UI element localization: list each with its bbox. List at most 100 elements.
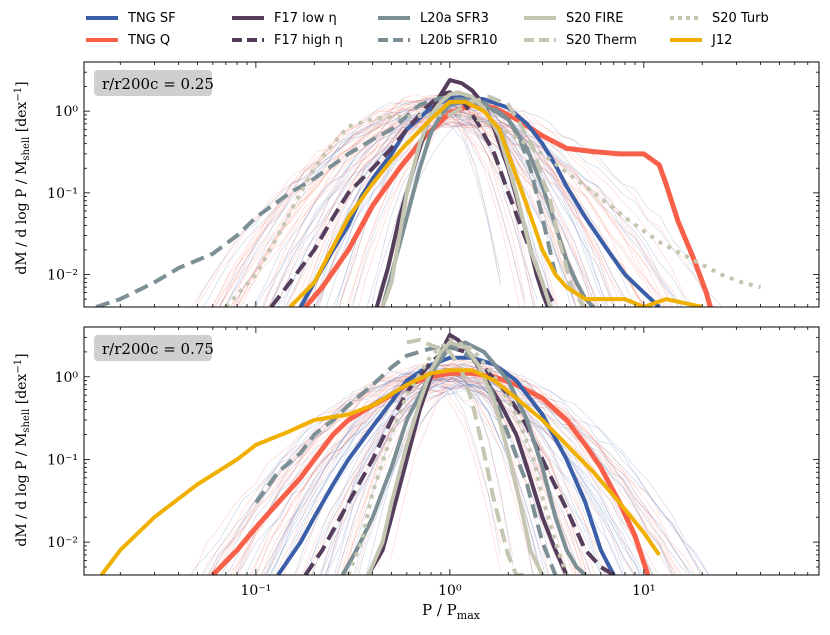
legend-label: L20b SFR10 [420, 32, 498, 48]
legend-item-f17-low: F17 low η [230, 8, 337, 28]
x-tick-label: 10⁻¹ [240, 583, 271, 599]
halo-profile-line [225, 101, 521, 307]
halo-profile-line [320, 384, 543, 575]
halo-profile-line [235, 92, 593, 307]
x-tick-label: 10¹ [632, 583, 655, 599]
legend-swatch [378, 38, 410, 42]
panel-bottom: 10⁻² 10⁻¹ 10⁰ 10⁻¹ 10⁰ 10¹ r/r200c = 0.75 [47, 326, 820, 599]
legend-item-tng-sf: TNG SF [84, 8, 176, 28]
legend-label: S20 Therm [566, 32, 637, 48]
legend-label: S20 Turb [712, 10, 769, 26]
halo-profile-line [210, 362, 573, 575]
halo-profile-line [233, 122, 575, 307]
halo-profile-line [304, 115, 534, 307]
series-s20-fire [380, 90, 553, 307]
panel-label-box [94, 70, 212, 96]
panel-label-text: r/r200c = 0.25 [102, 75, 214, 93]
halo-profile-line [276, 113, 577, 307]
series-l20b-sfr10 [254, 343, 558, 575]
plot-lines [99, 333, 710, 575]
legend-swatch [86, 38, 118, 42]
legend-swatch [232, 16, 264, 20]
legend-label: L20a SFR3 [420, 10, 489, 26]
halo-profile-line [345, 383, 564, 575]
y-tick-label: 10⁻² [47, 535, 78, 551]
halo-profile-line [307, 112, 632, 307]
halo-profile-line [245, 385, 644, 575]
plot-frame [83, 326, 820, 576]
y-tick-label: 10⁻¹ [47, 186, 78, 202]
panel-top: 10⁻² 10⁻¹ 10⁰ r/r200c = 0.25 [47, 61, 820, 308]
legend-item-l20b-sfr10: L20b SFR10 [376, 30, 497, 50]
halo-profile-line [266, 383, 660, 575]
series-l20a-sfr3 [340, 340, 587, 575]
halo-profile-line [358, 121, 547, 307]
halo-profile-line [269, 377, 581, 575]
halo-profile-line [341, 368, 675, 575]
legend-item-f17-high: F17 high η [230, 30, 343, 50]
halo-profile-line [211, 367, 607, 575]
y-tick-label: 10⁻² [47, 268, 78, 284]
halo-profile-line [316, 107, 723, 307]
halo-profile-line [256, 380, 586, 575]
plot-frame [83, 61, 820, 308]
legend-label: F17 high η [274, 32, 343, 48]
halo-profile-line [261, 104, 658, 307]
legend-swatch [86, 16, 118, 20]
halo-profile-line [371, 106, 572, 307]
halo-profile-line [224, 99, 538, 307]
halo-profile-line [303, 383, 641, 575]
panel-label-box [94, 335, 212, 361]
series-s20-therm [406, 337, 527, 575]
panel-label: r/r200c = 0.75 [94, 335, 214, 361]
series-s20-fire [366, 340, 545, 575]
legend-item-s20-turb: S20 Turb [668, 8, 769, 28]
series-f17-low [366, 333, 569, 575]
legend-label: TNG Q [128, 32, 171, 48]
series-l20b-sfr10 [95, 96, 558, 307]
legend-label: TNG SF [128, 10, 176, 26]
x-ticks [119, 327, 820, 575]
legend-label: S20 FIRE [566, 10, 624, 26]
series-s20-turb [224, 112, 762, 307]
x-ticks [119, 62, 820, 307]
y-ticks [84, 326, 819, 576]
halo-profile-line [263, 105, 556, 307]
series-s20-therm [448, 94, 587, 307]
legend-item-tng-q: TNG Q [84, 30, 170, 50]
halo-profile-line [269, 100, 636, 307]
legend-item-s20-fire: S20 FIRE [522, 8, 623, 28]
y-axis-label-top: dM / d log P / Mshell [dex−1] [13, 81, 32, 274]
legend-swatch [670, 16, 702, 20]
halo-profile-line [337, 373, 642, 575]
y-tick-label: 10⁻¹ [47, 452, 78, 468]
series-f17-high [269, 90, 558, 307]
halo-profile-line [288, 105, 627, 307]
series-f17-high [303, 344, 615, 575]
series-j12 [99, 368, 661, 575]
series-s20-turb [346, 337, 569, 575]
halo-profile-line [219, 94, 609, 307]
legend-swatch [378, 16, 410, 20]
legend-swatch [524, 38, 556, 42]
legend-item-s20-therm: S20 Therm [522, 30, 637, 50]
y-axis-label-bottom: dM / d log P / Mshell [dex−1] [13, 353, 32, 546]
halo-profile-line [348, 117, 597, 307]
legend-swatch [670, 38, 702, 42]
x-axis-label: P / Pmax [422, 601, 481, 622]
halo-profile-line [325, 119, 526, 307]
series-j12 [288, 99, 703, 307]
y-tick-label: 10⁰ [55, 104, 79, 120]
legend-swatch [524, 16, 556, 20]
y-ticks [84, 61, 819, 308]
panel-label: r/r200c = 0.25 [94, 70, 214, 96]
halo-profile-line [325, 373, 602, 575]
legend-label: J12 [712, 32, 733, 48]
legend-item-j12: J12 [668, 30, 732, 50]
plot-lines [95, 78, 762, 307]
x-tick-label: 10⁰ [438, 583, 462, 599]
panel-label-text: r/r200c = 0.75 [102, 340, 214, 358]
halo-profile-line [301, 376, 696, 575]
halo-profile-line [390, 367, 587, 571]
